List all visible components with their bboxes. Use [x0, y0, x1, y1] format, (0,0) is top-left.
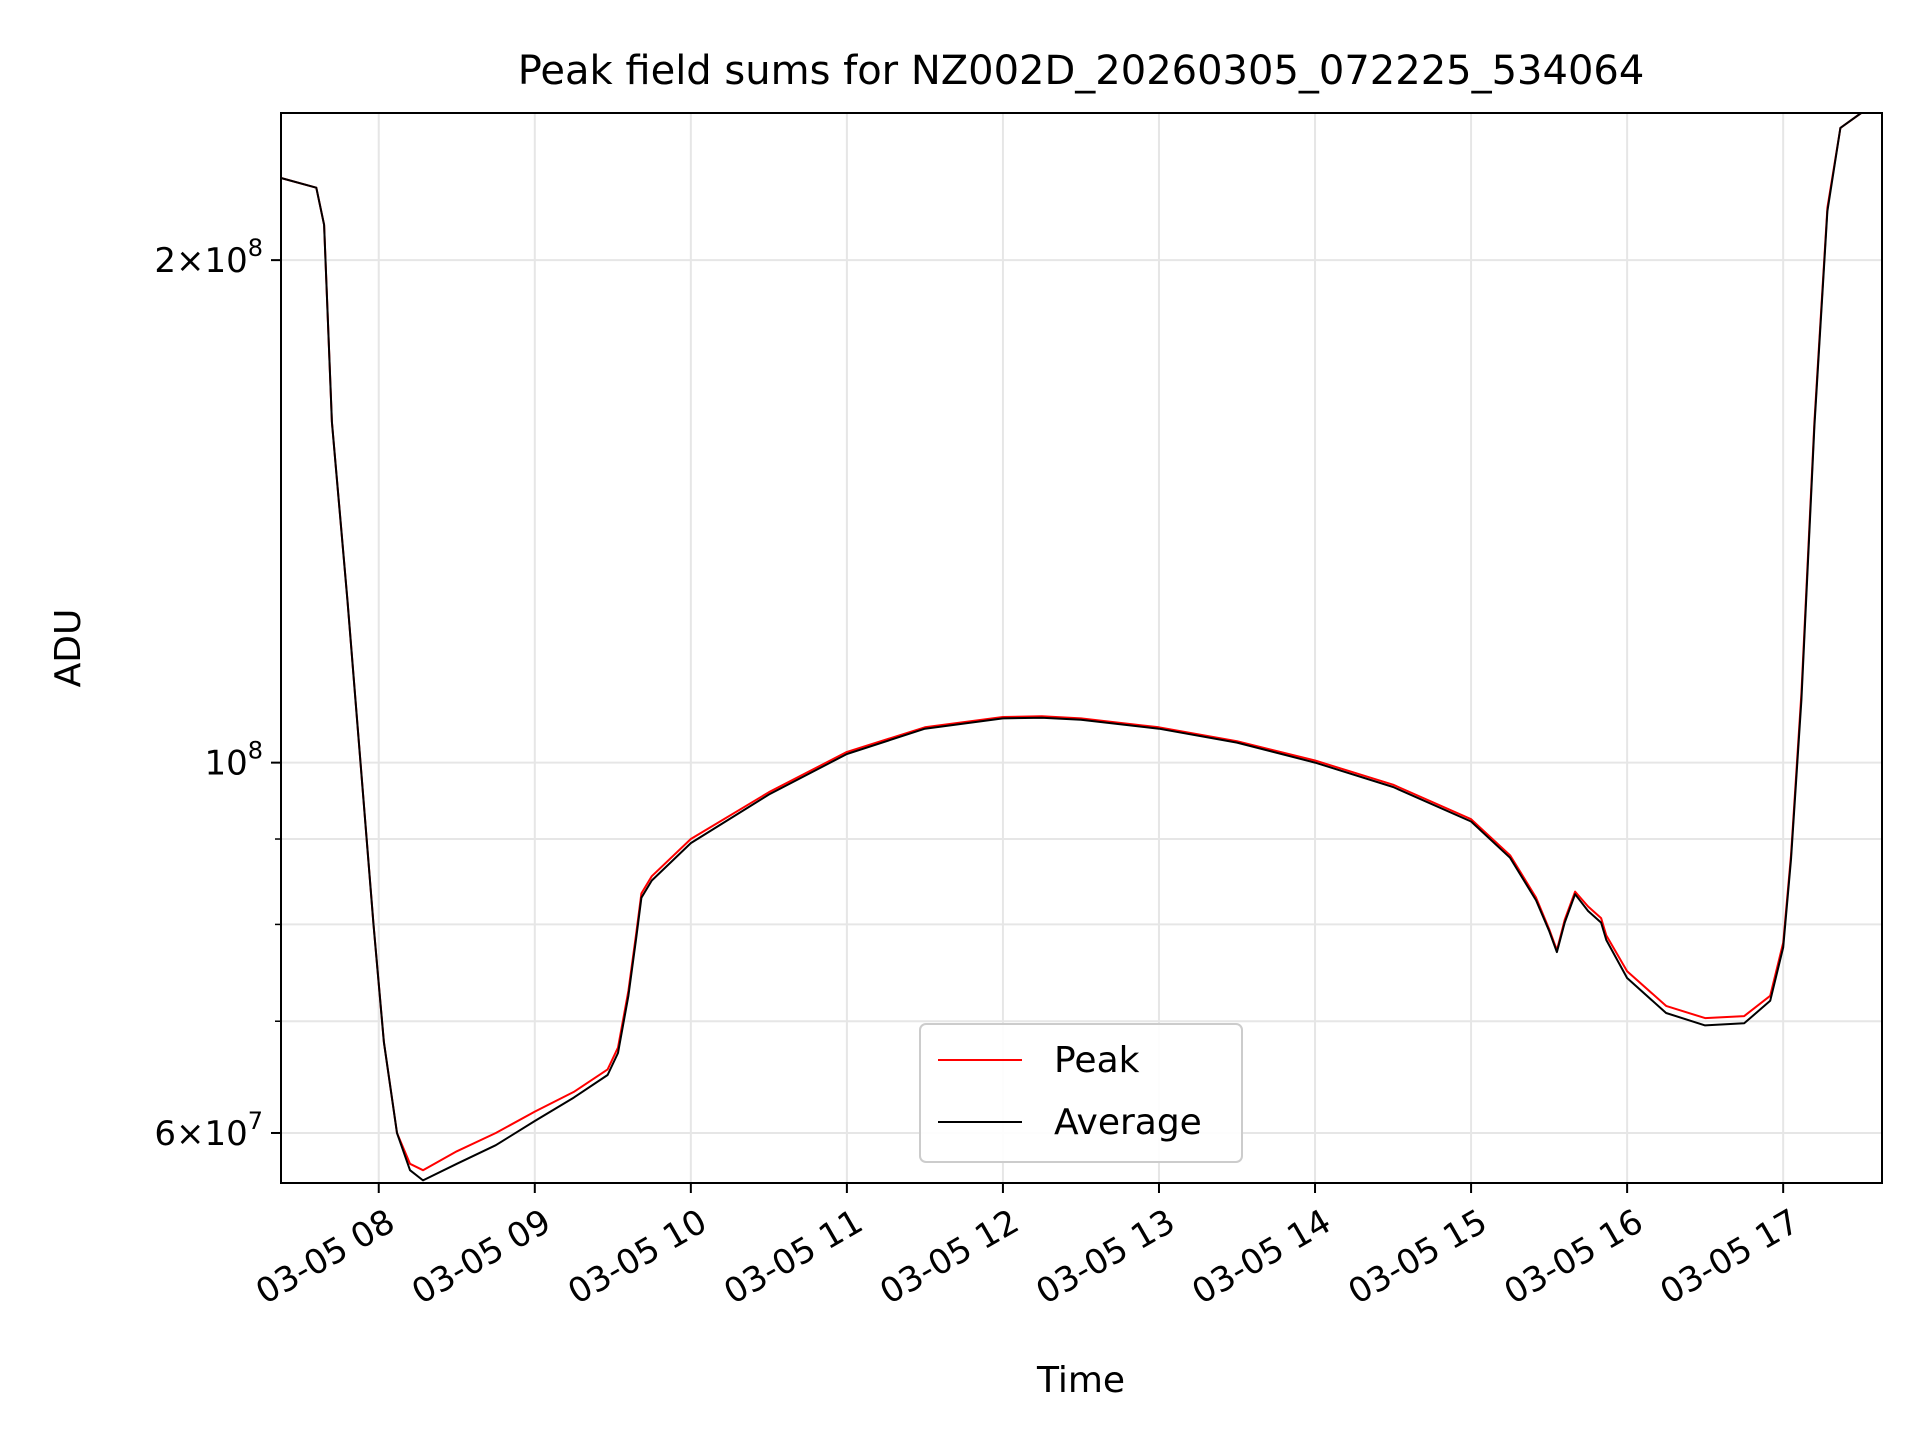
y-tick-label: 6×107: [154, 1107, 263, 1154]
chart-title: Peak field sums for NZ002D_20260305_0722…: [518, 48, 1645, 94]
x-axis-label: Time: [1036, 1360, 1125, 1401]
y-axis: 6×107 108 2×108: [154, 234, 281, 1154]
y-tick-label: 108: [204, 737, 263, 784]
legend-label-average: Average: [1054, 1102, 1202, 1143]
y-axis-label: ADU: [48, 609, 89, 688]
series-layer: [280, 112, 1882, 1182]
plot-frame: [280, 112, 1883, 1184]
y-tick-label: 2×108: [154, 234, 263, 281]
series-line-peak: [280, 112, 1882, 1172]
legend-label-peak: Peak: [1054, 1040, 1140, 1081]
legend-box: [919, 1023, 1243, 1163]
series-line-average: [280, 112, 1882, 1182]
legend: Peak Average: [919, 1023, 1243, 1163]
